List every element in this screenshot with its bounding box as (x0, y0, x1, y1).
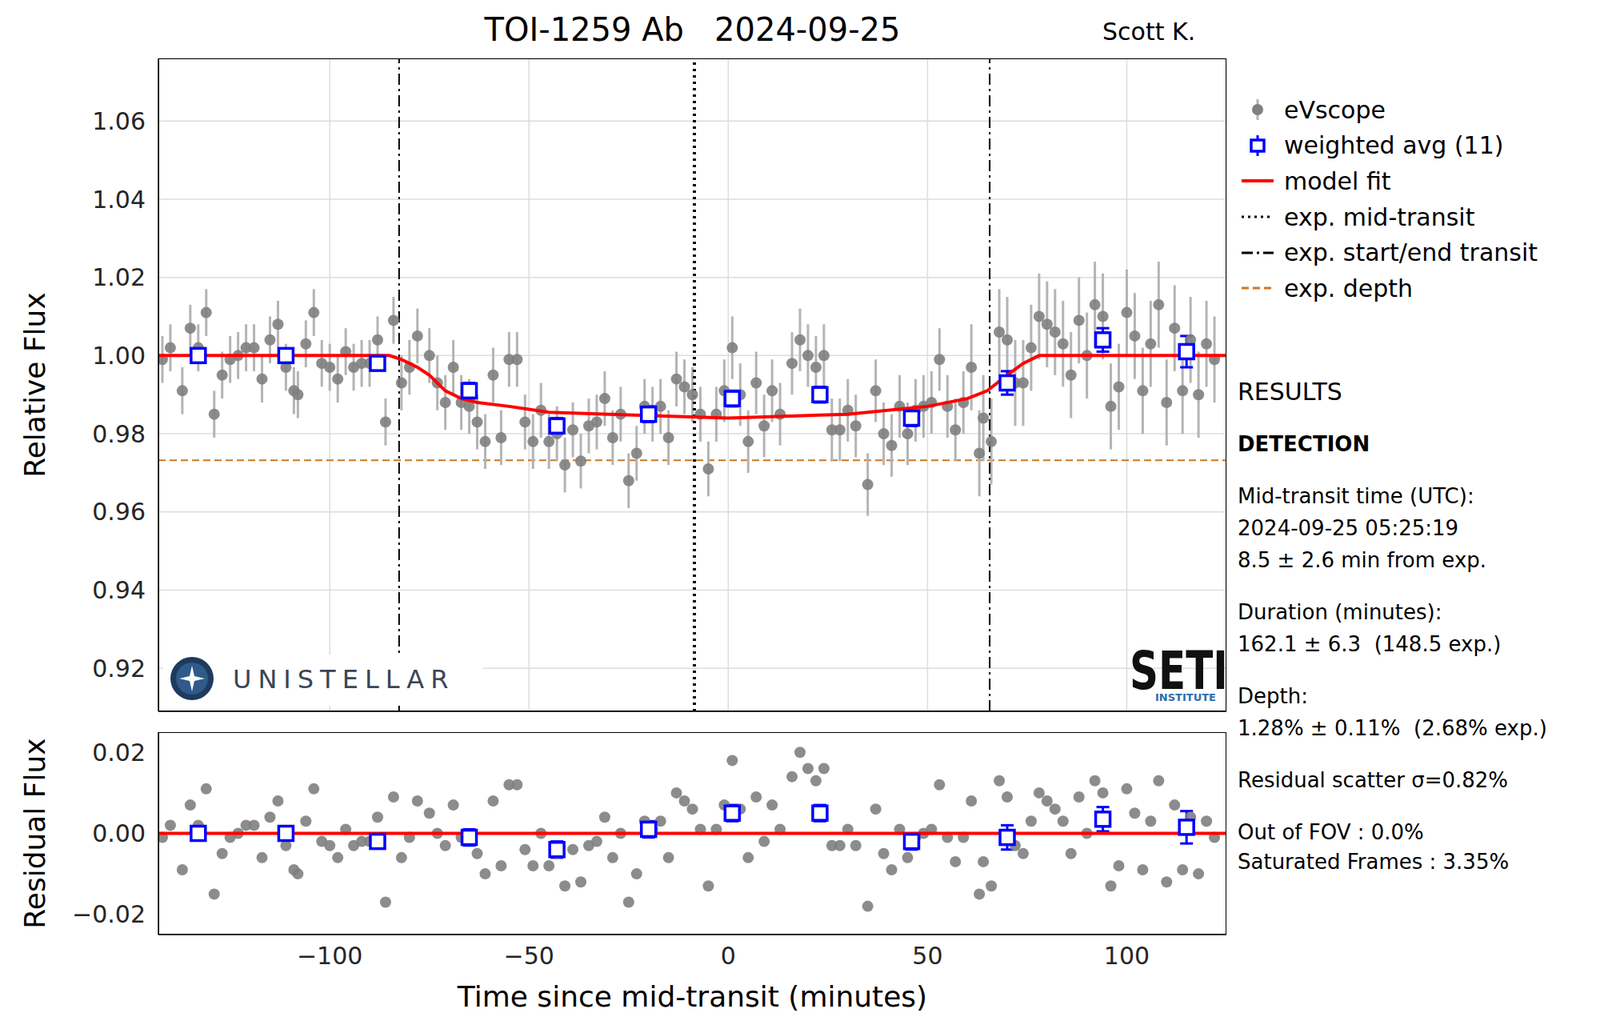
html-text:1.28% ± 0.11% (2.68% exp.): 1.28% ± 0.11% (2.68% exp.) (1237, 716, 1548, 740)
html-text:Scott K.: Scott K. (1102, 17, 1196, 46)
html-text:Out of FOV : 0.0%: Out of FOV : 0.0% (1237, 820, 1424, 844)
svg-text:0.94: 0.94 (92, 576, 146, 604)
html-text:weighted avg (11): weighted avg (11) (1284, 131, 1504, 160)
svg-text:−0.02: −0.02 (72, 900, 146, 928)
svg-text:0.96: 0.96 (92, 497, 146, 526)
svg-text:50: 50 (912, 941, 943, 970)
html-text:TOI-1259 Ab 2024-09-25: TOI-1259 Ab 2024-09-25 (484, 11, 901, 48)
html-text:DETECTION: DETECTION (1237, 432, 1370, 456)
svg-text:−50: −50 (504, 941, 555, 970)
html-text:SETI: SETI (1129, 640, 1228, 701)
svg-text:Relative Flux: Relative Flux (18, 292, 52, 477)
svg-text:1.04: 1.04 (92, 185, 146, 214)
html-text:exp. start/end transit: exp. start/end transit (1284, 238, 1538, 267)
svg-text:−100: −100 (296, 941, 363, 970)
svg-text:100: 100 (1104, 941, 1150, 970)
svg-text:0.98: 0.98 (92, 420, 146, 448)
svg-text:0: 0 (720, 941, 736, 970)
html-text:exp. mid-transit: exp. mid-transit (1284, 202, 1475, 231)
html-text:eVscope: eVscope (1284, 95, 1386, 124)
html-text:exp. depth: exp. depth (1284, 274, 1413, 303)
html-text:UNISTELLAR: UNISTELLAR (232, 664, 455, 695)
html-text:model fit: model fit (1284, 167, 1391, 196)
html-text:Residual scatter σ=0.82%: Residual scatter σ=0.82% (1237, 768, 1508, 792)
html-text:Duration (minutes):: Duration (minutes): (1237, 600, 1442, 624)
svg-text:Residual Flux: Residual Flux (18, 737, 52, 928)
svg-text:0.92: 0.92 (92, 654, 146, 683)
html-text:RESULTS: RESULTS (1237, 377, 1343, 406)
html-text:8.5 ± 2.6 min from exp.: 8.5 ± 2.6 min from exp. (1237, 548, 1487, 572)
html-text:Depth:: Depth: (1237, 684, 1308, 708)
svg-text:0.02: 0.02 (92, 738, 146, 767)
svg-text:1.06: 1.06 (92, 107, 146, 136)
svg-text:0.00: 0.00 (92, 819, 146, 848)
html-text:162.1 ± 6.3 (148.5 exp.): 162.1 ± 6.3 (148.5 exp.) (1237, 632, 1502, 656)
html-text:2024-09-25 05:25:19: 2024-09-25 05:25:19 (1237, 516, 1459, 540)
svg-text:1.00: 1.00 (92, 341, 146, 370)
html-text:INSTITUTE: INSTITUTE (1155, 691, 1216, 704)
html-text:Saturated Frames : 3.35%: Saturated Frames : 3.35% (1237, 849, 1509, 874)
svg-text:Time since mid-transit (minute: Time since mid-transit (minutes) (456, 980, 928, 1013)
svg-text:1.02: 1.02 (92, 263, 146, 292)
html-text:Mid-transit time (UTC):: Mid-transit time (UTC): (1237, 484, 1475, 508)
